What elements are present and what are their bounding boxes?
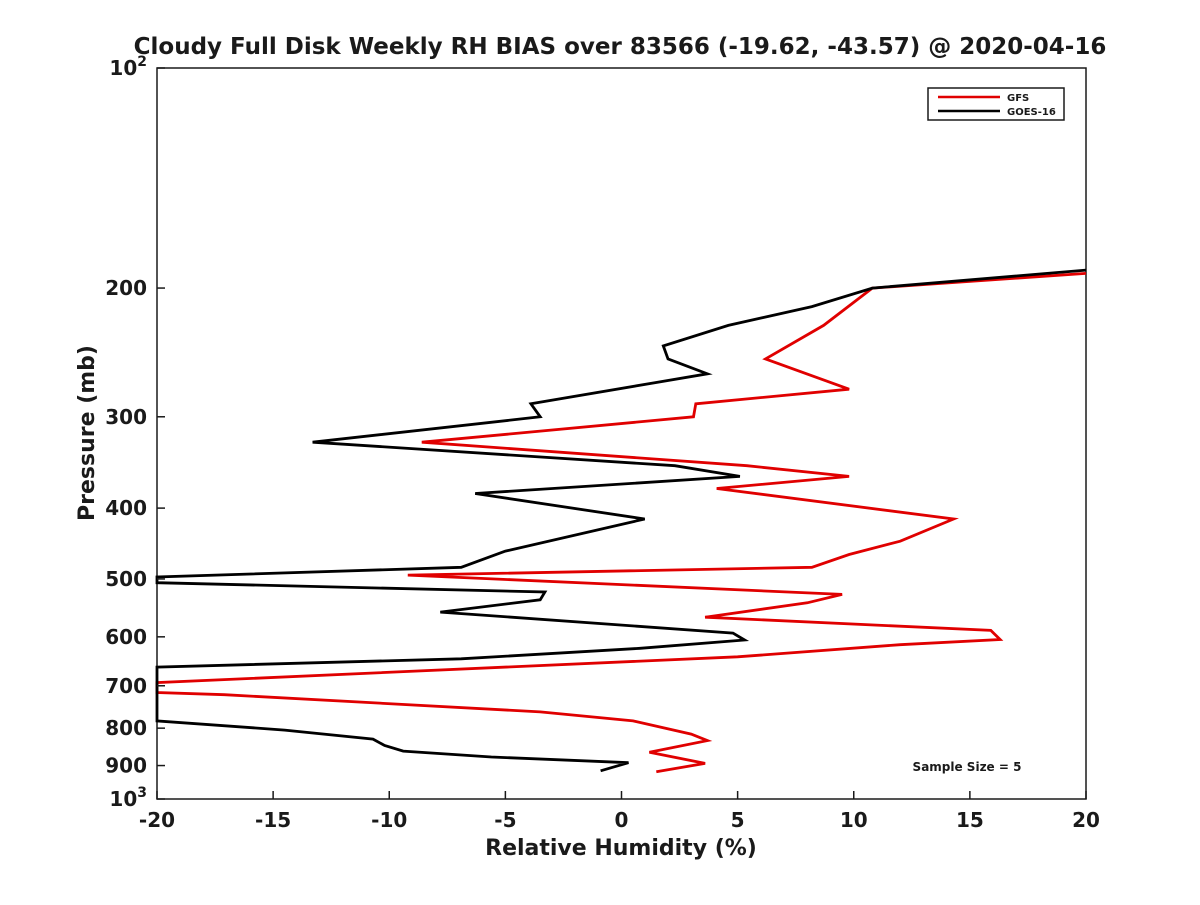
y-tick-label: 500 xyxy=(105,567,147,591)
legend-label-goes16: GOES-16 xyxy=(1007,107,1056,118)
legend-box xyxy=(927,87,1065,121)
y-tick-label: 900 xyxy=(105,754,147,778)
axes-ticks: -20 -15 -10 -5 0 5 10 15 20 102 200 300 400 500 600 700… xyxy=(105,54,1100,832)
x-tick-label: -15 xyxy=(255,808,291,832)
plot-area xyxy=(156,67,1087,800)
legend-label-gfs: GFS xyxy=(1007,93,1029,104)
y-tick-label: 300 xyxy=(105,405,147,429)
y-tick-label: 400 xyxy=(105,496,147,520)
y-tick-label: 700 xyxy=(105,674,147,698)
series-line-goes16 xyxy=(155,268,1087,773)
series-layer xyxy=(155,268,1087,774)
y-tick-label: 800 xyxy=(105,716,147,740)
x-tick-label: 0 xyxy=(615,808,629,832)
x-tick-label: -10 xyxy=(371,808,407,832)
x-tick-label: 5 xyxy=(731,808,745,832)
x-tick-label: -20 xyxy=(139,808,175,832)
x-tick-label: 10 xyxy=(840,808,868,832)
x-tick-label: -5 xyxy=(494,808,516,832)
legend: GFS GOES-16 xyxy=(927,87,1065,121)
series-line-gfs xyxy=(155,272,1087,774)
y-tick-label: 600 xyxy=(105,625,147,649)
y-tick-label: 103 xyxy=(109,785,147,811)
x-tick-label: 15 xyxy=(956,808,984,832)
x-axis-label: Relative Humidity (%) xyxy=(485,836,757,861)
y-axis-label: Pressure (mb) xyxy=(75,345,100,521)
y-tick-label: 200 xyxy=(105,276,147,300)
sample-size-annotation: Sample Size = 5 xyxy=(913,760,1022,774)
x-tick-label: 20 xyxy=(1072,808,1100,832)
y-tick-label: 102 xyxy=(109,54,147,80)
chart-title: Cloudy Full Disk Weekly RH BIAS over 835… xyxy=(134,34,1107,60)
